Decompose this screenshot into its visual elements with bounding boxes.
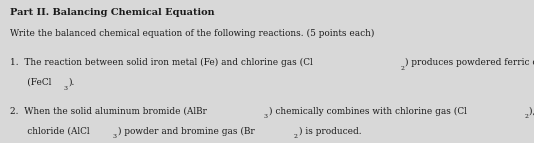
Text: ), aluminum: ), aluminum [529, 107, 534, 116]
Text: Part II. Balancing Chemical Equation: Part II. Balancing Chemical Equation [10, 8, 214, 17]
Text: (FeCl: (FeCl [10, 78, 51, 87]
Text: ) powder and bromine gas (Br: ) powder and bromine gas (Br [117, 127, 254, 136]
Text: ) chemically combines with chlorine gas (Cl: ) chemically combines with chlorine gas … [269, 107, 467, 116]
Text: 1.  The reaction between solid iron metal (Fe) and chlorine gas (Cl: 1. The reaction between solid iron metal… [10, 58, 312, 67]
Text: 3: 3 [112, 134, 116, 139]
Text: 2.  When the solid aluminum bromide (AlBr: 2. When the solid aluminum bromide (AlBr [10, 107, 207, 116]
Text: 3: 3 [63, 86, 67, 91]
Text: chloride (AlCl: chloride (AlCl [10, 127, 89, 136]
Text: ) is produced.: ) is produced. [299, 127, 362, 136]
Text: 2: 2 [524, 114, 528, 119]
Text: 2: 2 [400, 66, 404, 71]
Text: ) produces powdered ferric chloride: ) produces powdered ferric chloride [405, 58, 534, 67]
Text: Write the balanced chemical equation of the following reactions. (5 points each): Write the balanced chemical equation of … [10, 29, 374, 38]
Text: 3: 3 [264, 114, 268, 119]
Text: ).: ). [68, 78, 75, 87]
Text: 2: 2 [294, 134, 298, 139]
